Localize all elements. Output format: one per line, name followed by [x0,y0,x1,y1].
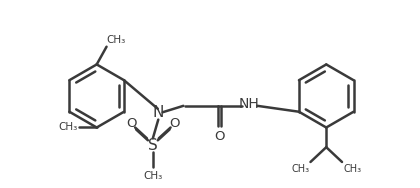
Text: CH₃: CH₃ [291,164,310,174]
Text: O: O [126,117,136,130]
Text: O: O [169,117,180,130]
Text: CH₃: CH₃ [107,35,126,45]
Text: CH₃: CH₃ [59,123,78,133]
Text: O: O [214,130,225,143]
Text: CH₃: CH₃ [343,164,361,174]
Text: NH: NH [239,97,260,111]
Text: CH₃: CH₃ [143,171,163,181]
Text: S: S [148,138,158,153]
Text: N: N [152,105,164,120]
